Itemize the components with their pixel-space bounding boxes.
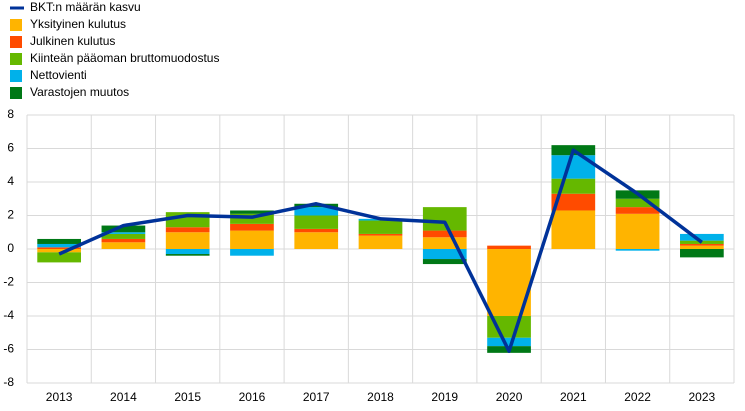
bar-segment <box>37 238 81 244</box>
bar-segment <box>37 249 81 253</box>
legend-label: BKT:n määrän kasvu <box>30 0 141 14</box>
bar-segment <box>37 252 81 263</box>
y-tick-label: 0 <box>7 241 14 255</box>
y-tick-label: 4 <box>7 174 14 188</box>
bar-segment <box>615 213 660 249</box>
bar-segment <box>294 228 339 233</box>
bar-segment <box>358 235 403 249</box>
bar-segment <box>165 232 210 249</box>
bar-segment <box>165 227 210 233</box>
bar-segment <box>487 337 531 347</box>
legend-swatch <box>10 36 22 48</box>
bar-segment <box>680 233 724 241</box>
bar-segment <box>230 249 274 256</box>
bar-segment <box>230 230 274 249</box>
bar-segment <box>101 232 146 234</box>
y-tick-label: -6 <box>3 342 14 356</box>
bar-segment <box>358 220 403 234</box>
x-tick-label: 2022 <box>624 390 651 404</box>
line-series <box>58 148 703 353</box>
legend-label: Varastojen muutos <box>30 85 129 99</box>
legend-swatch <box>10 53 22 65</box>
bar-segment <box>294 215 339 229</box>
x-tick-label: 2014 <box>110 390 137 404</box>
bar-segment <box>422 230 467 238</box>
y-tick-label: 2 <box>7 208 14 222</box>
x-tick-label: 2020 <box>496 390 523 404</box>
bar-segment <box>358 233 403 236</box>
x-tick-label: 2016 <box>239 390 266 404</box>
bar-segment <box>101 242 146 249</box>
bar-segment <box>615 198 660 208</box>
bar-segment <box>551 155 596 179</box>
x-tick-label: 2013 <box>46 390 73 404</box>
bar-segment <box>422 207 467 231</box>
y-tick-label: 8 <box>7 107 14 121</box>
bar-segment <box>101 225 146 233</box>
x-tick-label: 2015 <box>174 390 201 404</box>
bar-segment <box>680 243 724 246</box>
bar-segment <box>551 193 596 211</box>
legend-label: Nettovienti <box>30 68 87 82</box>
bar-segment <box>422 249 467 260</box>
legend-swatch <box>10 70 22 82</box>
bar-segment <box>294 232 339 249</box>
bar-segment <box>230 210 274 214</box>
bar-segment <box>551 210 596 249</box>
y-tick-label: -2 <box>3 275 14 289</box>
x-tick-label: 2021 <box>560 390 587 404</box>
y-tick-label: -8 <box>3 375 14 389</box>
bar-segment <box>101 238 146 243</box>
bar-segment <box>37 247 81 249</box>
bar-segment <box>165 249 210 255</box>
y-tick-label: -4 <box>3 308 14 322</box>
legend-label: Yksityinen kulutus <box>30 17 126 31</box>
bar-segment <box>680 249 724 258</box>
legend-label: Kiinteän pääoman bruttomuodostus <box>30 51 219 65</box>
bar-segment <box>165 254 210 256</box>
bar-segment <box>294 207 339 216</box>
legend-swatch <box>10 19 22 31</box>
bar-segment <box>422 237 467 249</box>
x-tick-label: 2017 <box>303 390 330 404</box>
x-tick-label: 2018 <box>367 390 394 404</box>
x-tick-label: 2023 <box>689 390 716 404</box>
bar-segment <box>101 233 146 239</box>
bar-segment <box>615 207 660 214</box>
legend-swatch <box>10 87 22 99</box>
bar-segment <box>680 245 724 249</box>
legend-label: Julkinen kulutus <box>30 34 115 48</box>
bar-segment <box>230 223 274 231</box>
bar-segment <box>487 245 531 249</box>
bar-segment <box>422 259 467 265</box>
bar-segment <box>551 178 596 194</box>
x-tick-label: 2019 <box>431 390 458 404</box>
y-tick-label: 6 <box>7 141 14 155</box>
bar-segment <box>615 249 660 251</box>
bar-segment <box>37 243 81 248</box>
